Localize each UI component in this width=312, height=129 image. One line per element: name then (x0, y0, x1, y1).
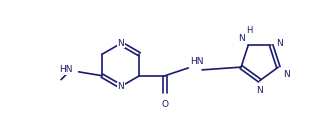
Text: H: H (246, 26, 252, 35)
Text: HN: HN (59, 65, 73, 74)
Text: N: N (117, 82, 124, 91)
Text: N: N (276, 39, 283, 48)
Text: N: N (256, 86, 263, 95)
Text: HN: HN (190, 57, 204, 66)
Text: N: N (239, 34, 245, 43)
Text: N: N (117, 39, 124, 48)
Text: O: O (161, 100, 168, 109)
Text: N: N (283, 70, 290, 79)
